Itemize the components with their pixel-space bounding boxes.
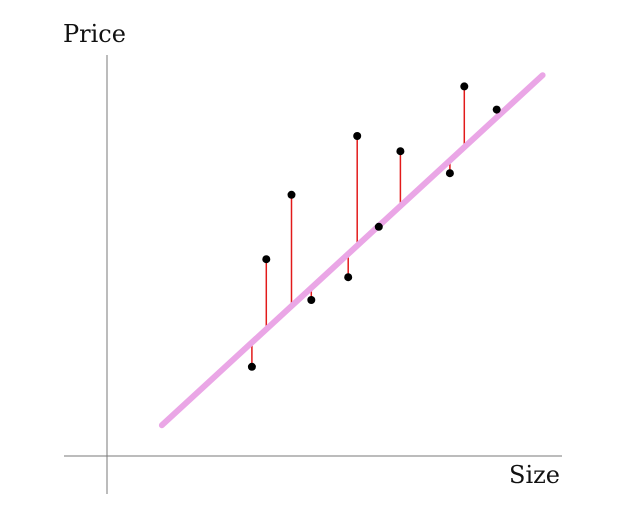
regression-line [158,72,546,429]
data-point-6 [353,132,362,140]
data-point-8 [396,147,405,156]
data-point-2 [262,255,271,264]
data-points [247,82,501,371]
data-point-7 [374,222,383,231]
data-point-5 [344,273,353,282]
data-point-9 [445,169,454,178]
data-point-1 [247,362,256,371]
regression-line-group [158,72,546,429]
data-point-11 [492,105,501,114]
y-axis-label: Price [63,20,126,48]
data-point-3 [287,190,296,199]
data-point-4 [307,296,316,304]
data-point-10 [460,82,469,91]
axes [64,55,562,494]
x-axis-label: Size [509,461,560,489]
